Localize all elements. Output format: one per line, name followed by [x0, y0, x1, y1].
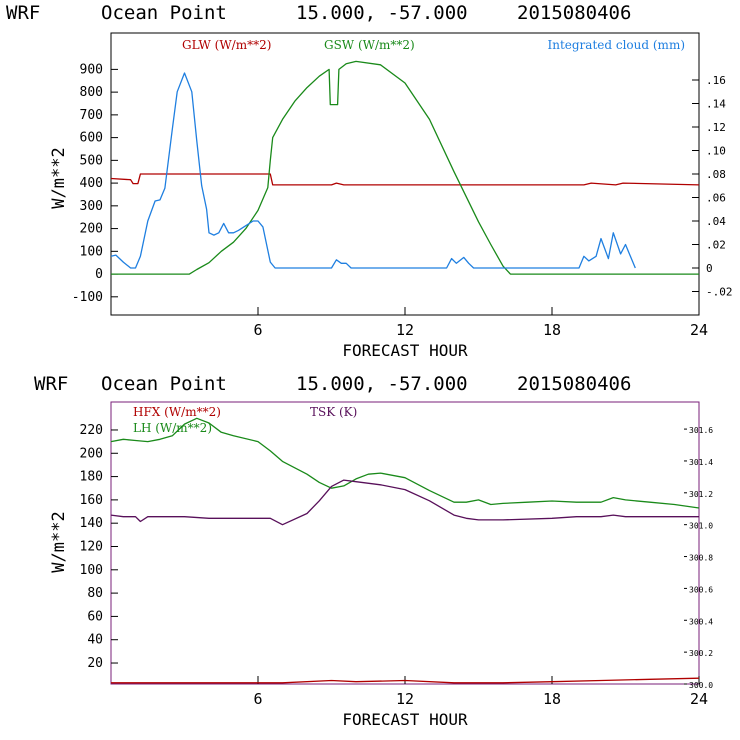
bot-series-hfx-w-m-2 — [111, 677, 700, 684]
bottom-header-location: Ocean Point — [101, 373, 227, 395]
x-tick-label-6: 6 — [253, 321, 262, 339]
top-header-location: Ocean Point — [101, 2, 227, 24]
x-tick-label-12: 12 — [396, 690, 414, 708]
right-tick-label-300-8: 300.8 — [689, 554, 713, 563]
y-tick-label-120: 120 — [80, 539, 103, 554]
y-tick-label-160: 160 — [80, 493, 103, 508]
right-tick-label-300-6: 300.6 — [689, 585, 713, 594]
y-tick-label-100: 100 — [80, 563, 103, 578]
y-tick-label-200: 200 — [80, 222, 103, 237]
top-y-axis-label: W/m**2 — [49, 147, 69, 208]
right-tick-label-08: .08 — [706, 168, 726, 181]
top-legend-gsw: GSW (W/m**2) — [324, 38, 415, 52]
top-series-gsw-w-m-2 — [111, 60, 699, 275]
right-tick-label-02: -.02 — [706, 286, 733, 299]
top-series-glw-w-m-2 — [110, 173, 700, 186]
y-tick-label-600: 600 — [80, 131, 103, 146]
bottom-y-axis-label: W/m**2 — [49, 511, 69, 572]
bottom-legend-lh: LH (W/m**2) — [133, 421, 212, 435]
right-tick-label-301-6: 301.6 — [689, 426, 713, 435]
top-header-coords: 15.000, -57.000 — [296, 2, 468, 24]
right-tick-label-02: .02 — [706, 239, 726, 252]
bottom-header-run: 2015080406 — [517, 373, 631, 395]
bottom-header-coords: 15.000, -57.000 — [296, 373, 468, 395]
x-tick-label-12: 12 — [396, 321, 414, 339]
y-tick-label-500: 500 — [80, 153, 103, 168]
y-tick-label-60: 60 — [87, 609, 103, 624]
right-tick-label-301-2: 301.2 — [689, 490, 713, 499]
bottom-right-ticks: 301.6 301.4 301.2 301.0 300.8 300.6 300.4 300.2… — [684, 426, 713, 690]
y-tick-label-100: 100 — [80, 244, 103, 259]
x-tick-label-6: 6 — [253, 690, 262, 708]
bottom-chart: WRF Ocean Point 15.000, -57.000 20150804… — [34, 373, 713, 729]
y-tick-label-200: 200 — [80, 446, 103, 461]
y-tick-label-700: 700 — [80, 108, 103, 123]
bottom-x-ticks: 6 12 18 24 — [253, 676, 708, 708]
right-tick-label-300-0: 300.0 — [689, 681, 713, 690]
right-tick-label-06: .06 — [706, 192, 726, 205]
right-tick-label-301-0: 301.0 — [689, 522, 713, 531]
x-tick-label-18: 18 — [543, 690, 561, 708]
y-tick-label-80: 80 — [87, 586, 103, 601]
y-tick-label-180: 180 — [80, 470, 103, 485]
right-tick-label-301-4: 301.4 — [689, 458, 713, 467]
y-tick-label-900: 900 — [80, 62, 103, 77]
top-legend-cloud: Integrated cloud (mm) — [547, 38, 685, 52]
y-tick-label-220: 220 — [80, 423, 103, 438]
top-header-model: WRF — [6, 2, 40, 24]
top-x-axis-label: FORECAST HOUR — [342, 341, 468, 360]
top-y-ticks: 900 800 700 600 500 400 300 200 100 0 -100 — [72, 62, 118, 305]
right-tick-label-12: .12 — [706, 121, 726, 134]
bottom-legend-hfx: HFX (W/m**2) — [133, 405, 221, 419]
right-tick-label-04: .04 — [706, 215, 726, 228]
y-tick-label-140: 140 — [80, 516, 103, 531]
right-tick-label-14: .14 — [706, 98, 726, 111]
y-tick-label-20: 20 — [87, 656, 103, 671]
x-tick-label-24: 24 — [690, 690, 708, 708]
right-tick-label-0: 0 — [706, 262, 713, 275]
right-tick-label-300-2: 300.2 — [689, 649, 713, 658]
bottom-y-ticks: 220 200 180 160 140 120 100 80 60 40 20 — [80, 423, 118, 671]
bottom-legend-tsk: TSK (K) — [310, 405, 357, 419]
top-header-run: 2015080406 — [517, 2, 631, 24]
y-tick-label-300: 300 — [80, 199, 103, 214]
y-tick-label-40: 40 — [87, 633, 103, 648]
top-legend-glw: GLW (W/m**2) — [182, 38, 271, 52]
bottom-x-axis-label: FORECAST HOUR — [342, 710, 468, 729]
right-tick-label-10: .10 — [706, 145, 726, 158]
top-chart: WRF Ocean Point 15.000, -57.000 20150804… — [6, 2, 733, 360]
top-right-ticks: .16 .14 .12 .10 .08 .06 .04 .02 0 -.02 — [692, 74, 733, 299]
right-tick-label-16: .16 — [706, 74, 726, 87]
bottom-header-model: WRF — [34, 373, 68, 395]
y-tick-label-100: -100 — [72, 290, 103, 305]
bottom-plot-frame — [110, 401, 700, 685]
bot-series-lh-w-m-2 — [110, 417, 700, 509]
x-tick-label-24: 24 — [690, 321, 708, 339]
top-x-ticks: 6 12 18 24 — [253, 307, 708, 339]
bottom-series-lines — [110, 417, 700, 684]
top-series-lines — [110, 60, 700, 275]
top-series-integrated-cloud-mm — [110, 72, 636, 269]
bot-series-tsk-k — [110, 479, 699, 526]
y-tick-label-800: 800 — [80, 85, 103, 100]
y-tick-label-0: 0 — [95, 267, 103, 282]
y-tick-label-400: 400 — [80, 176, 103, 191]
right-tick-label-300-4: 300.4 — [689, 617, 713, 626]
x-tick-label-18: 18 — [543, 321, 561, 339]
